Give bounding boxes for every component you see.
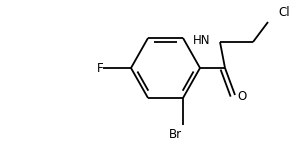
Text: Cl: Cl [278, 5, 290, 19]
Text: F: F [96, 61, 103, 75]
Text: O: O [237, 90, 246, 103]
Text: Br: Br [168, 128, 181, 141]
Text: HN: HN [193, 34, 210, 46]
